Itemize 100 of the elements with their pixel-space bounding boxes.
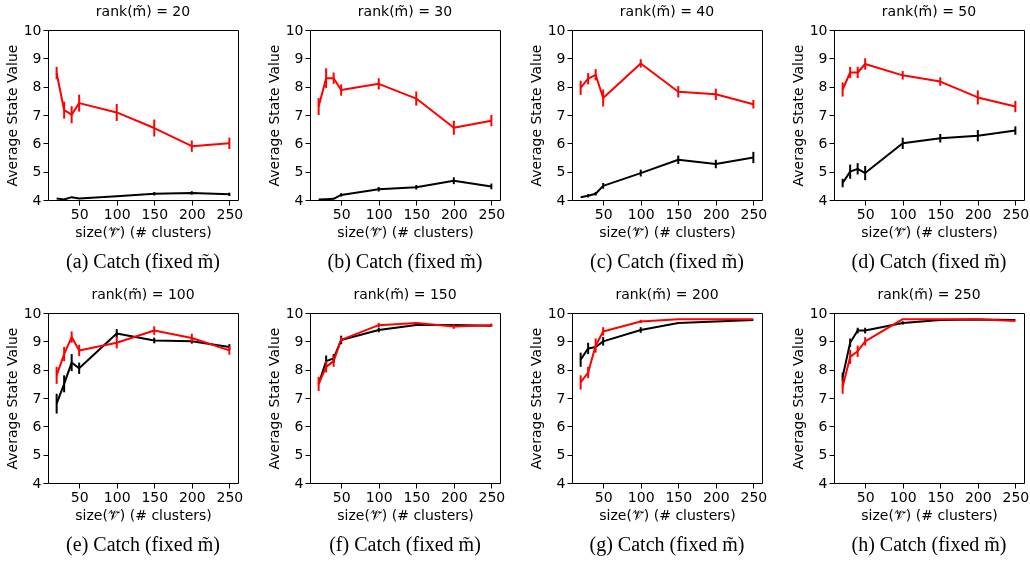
chart-title: rank(m̃) = 20 (95, 3, 191, 19)
text: (b) Catch (fixed m̃) (327, 250, 483, 273)
y-tick-label: 8 (32, 361, 42, 378)
y-tick-label: 7 (556, 106, 566, 123)
y-tick-label: 6 (294, 134, 304, 151)
y-tick-label: 5 (556, 446, 566, 463)
x-tick-label: 50 (594, 488, 613, 505)
text: (c) Catch (fixed m̃) (590, 250, 744, 273)
y-tick-label: 6 (818, 134, 828, 151)
x-tick-label: 50 (856, 205, 875, 222)
y-tick-label: 8 (818, 78, 828, 95)
y-tick-label: 10 (547, 21, 566, 38)
y-axis-title: Average State Value (3, 327, 20, 470)
x-tick-label: 200 (440, 488, 468, 505)
y-tick-label: 7 (32, 389, 42, 406)
x-tick-label: 100 (889, 488, 917, 505)
y-tick-label: 7 (32, 106, 42, 123)
x-tick-label: 50 (332, 488, 351, 505)
x-tick-label: 250 (478, 488, 506, 505)
y-axis-title: Average State Value (265, 44, 282, 187)
y-tick-label: 4 (32, 474, 42, 491)
chart-title: rank(m̃) = 50 (881, 3, 977, 19)
y-tick-label: 5 (32, 163, 42, 180)
y-axis-title: Average State Value (3, 44, 20, 187)
y-tick-label: 8 (556, 361, 566, 378)
y-tick-label: 6 (294, 417, 304, 434)
x-tick-label: 250 (216, 205, 244, 222)
x-axis-title: size(𝒱̃) (# clusters) (599, 223, 736, 240)
y-tick-label: 10 (285, 21, 304, 38)
x-tick-label: 50 (70, 488, 89, 505)
y-tick-label: 8 (294, 78, 304, 95)
y-tick-label: 5 (32, 446, 42, 463)
y-tick-label: 4 (32, 191, 42, 208)
y-tick-label: 6 (32, 417, 42, 434)
x-tick-label: 50 (70, 205, 89, 222)
y-tick-label: 4 (556, 474, 566, 491)
y-tick-label: 6 (556, 417, 566, 434)
text: (f) Catch (fixed m̃) (329, 533, 481, 556)
y-tick-label: 5 (818, 163, 828, 180)
y-tick-label: 8 (556, 78, 566, 95)
x-tick-label: 50 (856, 488, 875, 505)
x-tick-label: 150 (665, 488, 693, 505)
y-tick-label: 7 (294, 106, 304, 123)
x-tick-label: 150 (665, 205, 693, 222)
x-tick-label: 150 (927, 488, 955, 505)
y-tick-label: 5 (294, 163, 304, 180)
x-tick-label: 200 (440, 205, 468, 222)
x-axis-title: size(𝒱̃) (# clusters) (75, 223, 212, 240)
x-tick-label: 250 (740, 205, 768, 222)
chart-title: rank(m̃) = 100 (91, 286, 195, 302)
x-tick-label: 100 (103, 488, 131, 505)
y-tick-label: 6 (556, 134, 566, 151)
text: (d) Catch (fixed m̃) (851, 250, 1007, 273)
y-tick-label: 7 (818, 389, 828, 406)
chart-title: rank(m̃) = 30 (357, 3, 453, 19)
x-tick-label: 100 (365, 205, 393, 222)
y-tick-label: 9 (294, 332, 304, 349)
x-tick-label: 200 (702, 488, 730, 505)
x-axis-title: size(𝒱̃) (# clusters) (599, 506, 736, 523)
x-axis-title: size(𝒱̃) (# clusters) (861, 506, 998, 523)
y-tick-label: 10 (23, 304, 42, 321)
chart-title: rank(m̃) = 200 (615, 286, 719, 302)
y-tick-label: 7 (294, 389, 304, 406)
x-tick-label: 250 (216, 488, 244, 505)
y-tick-label: 9 (294, 49, 304, 66)
x-tick-label: 200 (964, 488, 992, 505)
y-tick-label: 10 (809, 21, 828, 38)
x-tick-label: 100 (103, 205, 131, 222)
x-tick-label: 50 (594, 205, 613, 222)
x-tick-label: 250 (1002, 488, 1030, 505)
y-axis-title: Average State Value (527, 327, 544, 470)
x-tick-label: 150 (403, 488, 431, 505)
y-axis-title: Average State Value (265, 327, 282, 470)
x-tick-label: 100 (627, 205, 655, 222)
x-tick-label: 100 (627, 488, 655, 505)
y-axis-title: Average State Value (789, 44, 806, 187)
x-tick-label: 150 (927, 205, 955, 222)
text: (e) Catch (fixed m̃) (66, 533, 220, 556)
y-tick-label: 5 (818, 446, 828, 463)
x-tick-label: 150 (141, 205, 169, 222)
y-tick-label: 10 (23, 21, 42, 38)
text: (h) Catch (fixed m̃) (851, 533, 1007, 556)
y-tick-label: 10 (809, 304, 828, 321)
y-tick-label: 4 (294, 191, 304, 208)
y-tick-label: 7 (818, 106, 828, 123)
x-tick-label: 50 (332, 205, 351, 222)
y-tick-label: 9 (818, 49, 828, 66)
y-tick-label: 10 (285, 304, 304, 321)
y-tick-label: 6 (32, 134, 42, 151)
x-tick-label: 250 (478, 205, 506, 222)
x-tick-label: 200 (702, 205, 730, 222)
x-tick-label: 250 (1002, 205, 1030, 222)
y-tick-label: 8 (32, 78, 42, 95)
x-tick-label: 150 (141, 488, 169, 505)
x-tick-label: 250 (740, 488, 768, 505)
y-tick-label: 10 (547, 304, 566, 321)
text: (g) Catch (fixed m̃) (589, 533, 745, 556)
y-tick-label: 5 (294, 446, 304, 463)
y-tick-label: 4 (556, 191, 566, 208)
x-tick-label: 200 (178, 205, 206, 222)
